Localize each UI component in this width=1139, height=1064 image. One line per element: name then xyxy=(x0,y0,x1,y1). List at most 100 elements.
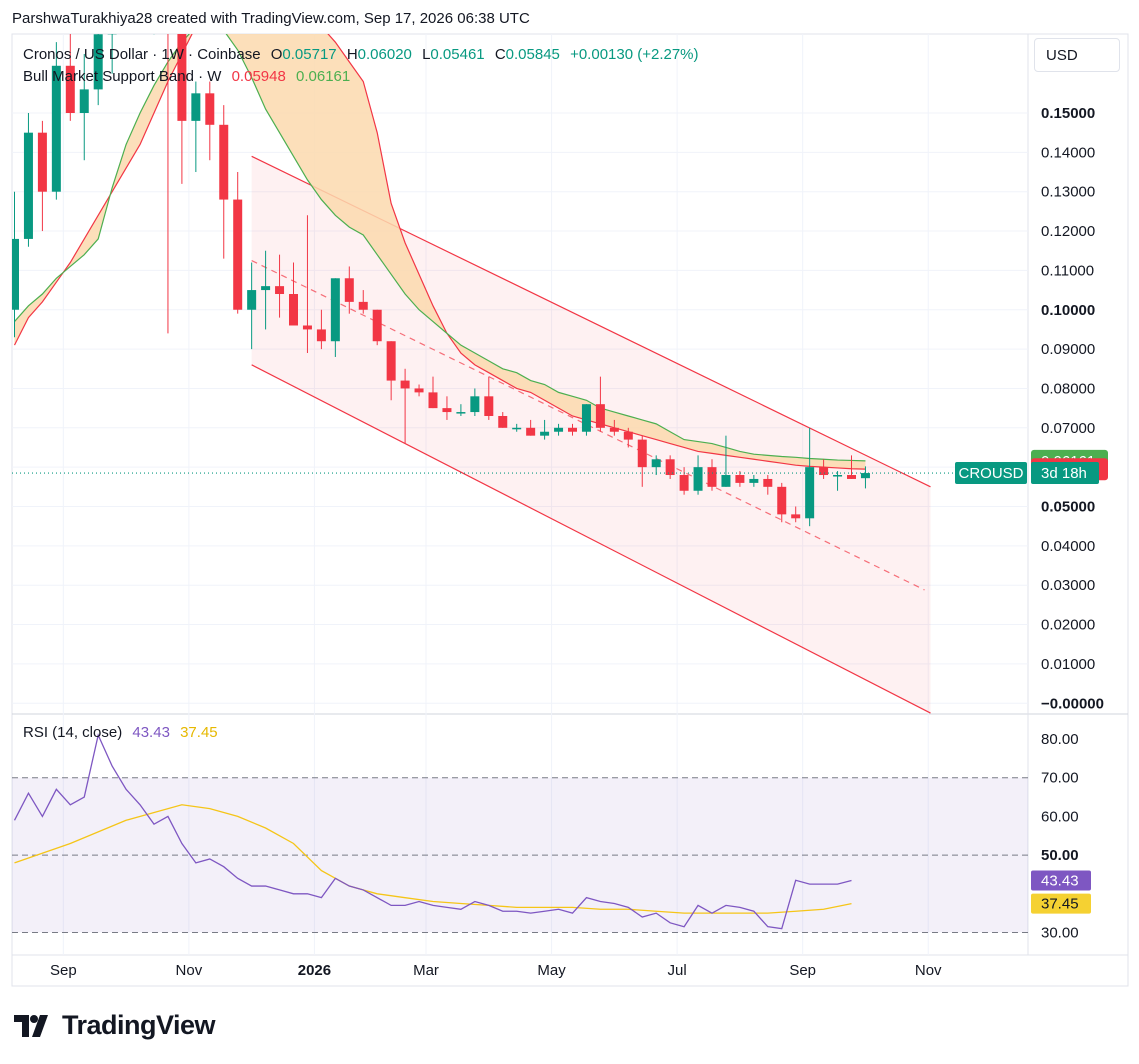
rsi-ma-line xyxy=(14,804,852,914)
candle-body xyxy=(484,396,494,416)
candle-body xyxy=(79,89,89,113)
candle-body xyxy=(316,329,326,342)
candle-body xyxy=(456,412,466,414)
price-tick-label: 0.05000 xyxy=(1041,499,1095,516)
band-ema-line xyxy=(14,34,866,462)
tradingview-logo-icon xyxy=(14,1014,48,1037)
candle-body xyxy=(735,475,745,483)
candle-body xyxy=(358,301,368,310)
price-tick-label: 0.13000 xyxy=(1041,184,1095,201)
candle-body xyxy=(568,427,577,432)
candle-body xyxy=(609,427,619,432)
candle-body xyxy=(581,404,591,432)
rsi-tag-label: 43.43 xyxy=(1041,873,1079,890)
candle-body xyxy=(93,34,103,90)
price-tick-label: 0.12000 xyxy=(1041,223,1095,240)
close-label: C xyxy=(494,46,506,63)
candle-body xyxy=(777,486,787,515)
band-sma-value: 0.05948 xyxy=(231,68,286,85)
candle-body xyxy=(805,467,815,519)
candle-body xyxy=(623,431,633,440)
currency-button[interactable]: USD xyxy=(1034,38,1120,72)
price-tick-label: 0.02000 xyxy=(1041,617,1095,634)
open-value: 0.05717 xyxy=(282,46,337,63)
time-tick-label: May xyxy=(537,962,566,979)
candle-body xyxy=(344,278,354,302)
candle-body xyxy=(498,415,508,428)
attribution-text: ParshwaTurakhiya28 created with TradingV… xyxy=(12,10,530,27)
candle-body xyxy=(136,0,145,3)
symbol-tag-label: CROUSD xyxy=(958,465,1023,482)
candle-body xyxy=(595,404,605,428)
brand-logo[interactable]: TradingView xyxy=(14,1010,216,1041)
low-value: 0.05461 xyxy=(430,46,485,63)
rsi-tag-bg xyxy=(1031,870,1091,891)
candle-body xyxy=(833,475,843,477)
candle-body xyxy=(247,290,257,310)
rsi-tick-label: 60.00 xyxy=(1041,808,1079,825)
candle-body xyxy=(372,309,382,342)
candle-body xyxy=(219,124,229,200)
price-tick-label: 0.04000 xyxy=(1041,538,1095,555)
brand-name: TradingView xyxy=(62,1010,216,1040)
rsi-background-band xyxy=(12,777,1028,933)
countdown-tag-bg xyxy=(1031,462,1099,485)
symbol-legend[interactable]: Cronos / US Dollar · 1W · Coinbase O0.05… xyxy=(23,46,699,63)
rsi-name: RSI (14, close) xyxy=(23,724,123,741)
time-tick-label: Jul xyxy=(668,962,687,979)
symbol-tag-bg xyxy=(955,462,1027,485)
band-ema-value: 0.06161 xyxy=(296,68,351,85)
rsi-tick-label: 80.00 xyxy=(1041,731,1079,748)
rsi-pane xyxy=(13,733,852,930)
candle-body xyxy=(860,473,870,479)
price-tick-label: 0.08000 xyxy=(1041,380,1095,397)
price-tick-label: 0.11000 xyxy=(1041,262,1094,279)
time-tick-label: Nov xyxy=(915,962,942,979)
candle-body xyxy=(275,286,285,295)
rsi-tick-label: 30.00 xyxy=(1041,925,1079,942)
candle-body xyxy=(205,93,215,125)
high-label: H xyxy=(346,46,358,63)
candle-body xyxy=(51,65,61,192)
candle-body xyxy=(679,475,689,491)
band-sma-line xyxy=(13,34,866,470)
rsi-tag-bg xyxy=(1031,893,1091,914)
candle-body xyxy=(400,380,410,389)
candle-body xyxy=(37,132,47,192)
candle-body xyxy=(442,408,452,413)
candle-body xyxy=(763,478,773,487)
open-label: O xyxy=(270,46,283,63)
candle-body xyxy=(330,278,340,342)
time-tick-label: Nov xyxy=(176,962,203,979)
time-tick-label: Sep xyxy=(50,962,77,979)
candle-body xyxy=(721,475,731,487)
band-legend[interactable]: Bull Market Support Band · W 0.05948 0.0… xyxy=(23,68,350,85)
candle-body xyxy=(665,459,675,476)
axes: 0.15000 0.14000 0.13000 0.12000 0.11000 0.100… xyxy=(50,105,1104,979)
chart-grid xyxy=(11,33,1129,987)
change-value: +0.00130 (+2.27%) xyxy=(570,46,699,63)
descending-channel[interactable] xyxy=(251,155,931,714)
candle-body xyxy=(191,93,201,121)
rsi-line xyxy=(13,733,852,930)
low-label: L xyxy=(422,46,431,63)
price-tick-label: 0.10000 xyxy=(1041,302,1095,319)
band-name: Bull Market Support Band · W xyxy=(23,68,222,85)
rsi-ma-value: 37.45 xyxy=(180,724,218,741)
close-value: 0.05845 xyxy=(505,46,560,63)
candle-body xyxy=(651,459,661,468)
candle-body xyxy=(177,34,187,121)
chart-frame xyxy=(11,33,1129,987)
candle-body xyxy=(261,286,271,291)
candle-body xyxy=(150,0,159,3)
channel-lower-line xyxy=(251,364,931,714)
price-tick-label: 0.07000 xyxy=(1041,420,1095,437)
candle-body xyxy=(554,427,564,432)
candle-body xyxy=(526,427,536,436)
candle-body xyxy=(847,475,856,479)
candle-body xyxy=(707,467,717,487)
rsi-legend[interactable]: RSI (14, close) 43.43 37.45 xyxy=(23,724,218,741)
candle-body xyxy=(749,478,759,483)
